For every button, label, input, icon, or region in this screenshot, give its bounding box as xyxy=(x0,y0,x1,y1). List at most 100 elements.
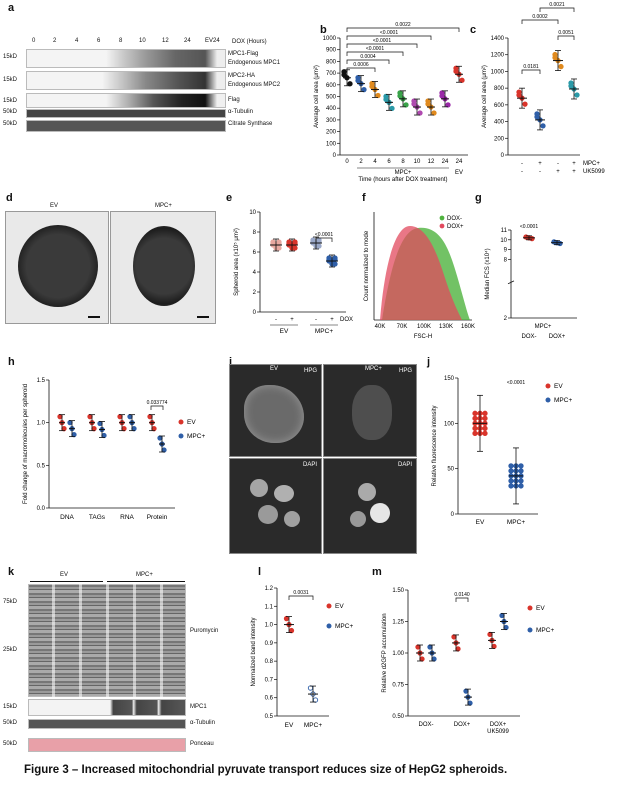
data-point xyxy=(87,414,93,420)
sign-label: - xyxy=(557,161,559,167)
y-tick-label: 100 xyxy=(326,141,337,147)
y-axis-label: Relative fluorescence intensity xyxy=(432,405,438,486)
p-value-label: 0.0021 xyxy=(549,2,565,8)
panel-g-label: g xyxy=(475,192,482,204)
blot-a-cs xyxy=(26,120,226,132)
panel-c-label: c xyxy=(470,24,477,36)
blot-a-mpc2 xyxy=(26,71,226,90)
data-point xyxy=(369,83,375,90)
data-point xyxy=(463,688,469,694)
blot-a-flag xyxy=(26,93,226,108)
y-tick-label: 0 xyxy=(451,512,455,518)
y-tick-label: 0 xyxy=(501,153,505,159)
dapi-image-ev: DAPI xyxy=(229,458,322,554)
row-label: Citrate Synthase xyxy=(228,121,273,127)
data-point xyxy=(361,86,367,93)
data-point xyxy=(67,419,73,426)
y-tick-label: 1400 xyxy=(491,36,505,42)
data-point xyxy=(157,435,163,441)
y-tick-label: 900 xyxy=(326,48,337,54)
y-tick-label: 0.75 xyxy=(392,683,404,689)
mw-label: 15kD xyxy=(3,704,18,710)
data-point xyxy=(482,415,488,421)
group-bar xyxy=(30,581,103,582)
y-tick-label: 600 xyxy=(494,103,505,109)
data-point xyxy=(508,478,514,484)
stain-tag: HPG xyxy=(398,368,412,374)
cell-cluster xyxy=(352,385,392,440)
legend-label: EV xyxy=(335,603,344,610)
y-tick-label: 1.1 xyxy=(265,604,274,610)
data-point xyxy=(574,92,580,98)
data-point xyxy=(482,425,488,431)
x-tick-label: 160K xyxy=(461,324,475,330)
y-axis-label: Median FCS (x10⁴) xyxy=(484,248,491,299)
sign-label: - xyxy=(315,317,317,323)
y-tick-label: 0 xyxy=(333,153,337,159)
x-tick-label: DOX- xyxy=(419,722,434,728)
hpg-image-ev: HPG xyxy=(229,364,322,457)
cell-cluster xyxy=(244,385,304,443)
y-tick-label: 1.2 xyxy=(265,586,274,592)
legend-marker xyxy=(527,627,533,633)
data-point xyxy=(383,96,389,103)
lane-label: 0 xyxy=(32,38,36,44)
data-point xyxy=(491,643,497,650)
chart-g: 2 8 9 10 11 Median FCS (x10⁴) DOX- DOX+ MPC+ <0.0… xyxy=(484,224,577,340)
lane-label: 8 xyxy=(119,38,123,44)
data-point xyxy=(482,430,488,436)
sig-bracket xyxy=(150,405,164,410)
x-tick-label: DOX+ xyxy=(454,722,471,728)
image-title: EV xyxy=(50,203,59,209)
chart-b: 01002003004005006007008009001000Average … xyxy=(314,22,468,183)
y-tick-label: 300 xyxy=(326,118,337,124)
y-tick-label: 9 xyxy=(504,248,508,254)
sign-label: + xyxy=(290,317,294,323)
row-label: α-Tubulin xyxy=(228,109,253,115)
x-tick-label: 2 xyxy=(359,159,363,165)
sig-bracket xyxy=(521,19,559,24)
data-point xyxy=(151,426,157,432)
p-value-label: <0.0001 xyxy=(373,38,391,44)
data-point xyxy=(487,631,493,638)
mw-label: 25kD xyxy=(3,647,18,653)
row-label: UK5099 xyxy=(583,169,605,175)
data-point xyxy=(459,77,465,83)
data-point xyxy=(427,644,433,650)
y-axis-label: Fold change of macromolecules per sphero… xyxy=(23,384,29,504)
panel-k-label: k xyxy=(8,566,15,578)
y-axis-label: Average cell area (μm²) xyxy=(482,65,488,128)
data-point xyxy=(131,426,137,432)
mw-label: 75kD xyxy=(3,599,18,605)
x-tick-label: EV xyxy=(285,722,294,729)
data-point xyxy=(455,646,461,652)
lane-label: 4 xyxy=(75,38,79,44)
p-value-label: 0.0022 xyxy=(395,22,411,28)
data-point xyxy=(508,468,514,474)
spheroid-image-ev xyxy=(5,211,109,324)
data-point xyxy=(355,77,361,84)
sign-axis-label: DOX xyxy=(340,317,353,323)
spheroid-image-mpc xyxy=(110,211,216,324)
y-axis-label: Normalized band intensity xyxy=(251,617,257,686)
y-tick-label: 0.5 xyxy=(37,463,46,469)
blot-a-lane-header: DOX (Hours) xyxy=(232,39,267,45)
axis-break xyxy=(507,280,515,285)
y-tick-label: 10 xyxy=(249,210,256,216)
sign-label: + xyxy=(572,161,576,167)
y-tick-label: 1.0 xyxy=(37,421,46,427)
data-point xyxy=(472,415,478,421)
data-point xyxy=(127,414,133,420)
mw-label: 15kD xyxy=(3,77,18,83)
group-label: MPC+ xyxy=(315,328,333,335)
nucleus xyxy=(284,511,300,527)
data-point xyxy=(161,447,167,453)
x-tick-label: 70K xyxy=(397,324,408,330)
legend-marker xyxy=(178,419,184,425)
p-value-label: 0.033774 xyxy=(147,400,168,406)
p-value-label: 0.0051 xyxy=(558,30,574,36)
image-title: EV xyxy=(270,366,279,372)
panel-h-label: h xyxy=(8,356,15,368)
spheroid-ev xyxy=(18,225,98,307)
image-title: MPC+ xyxy=(365,366,382,372)
